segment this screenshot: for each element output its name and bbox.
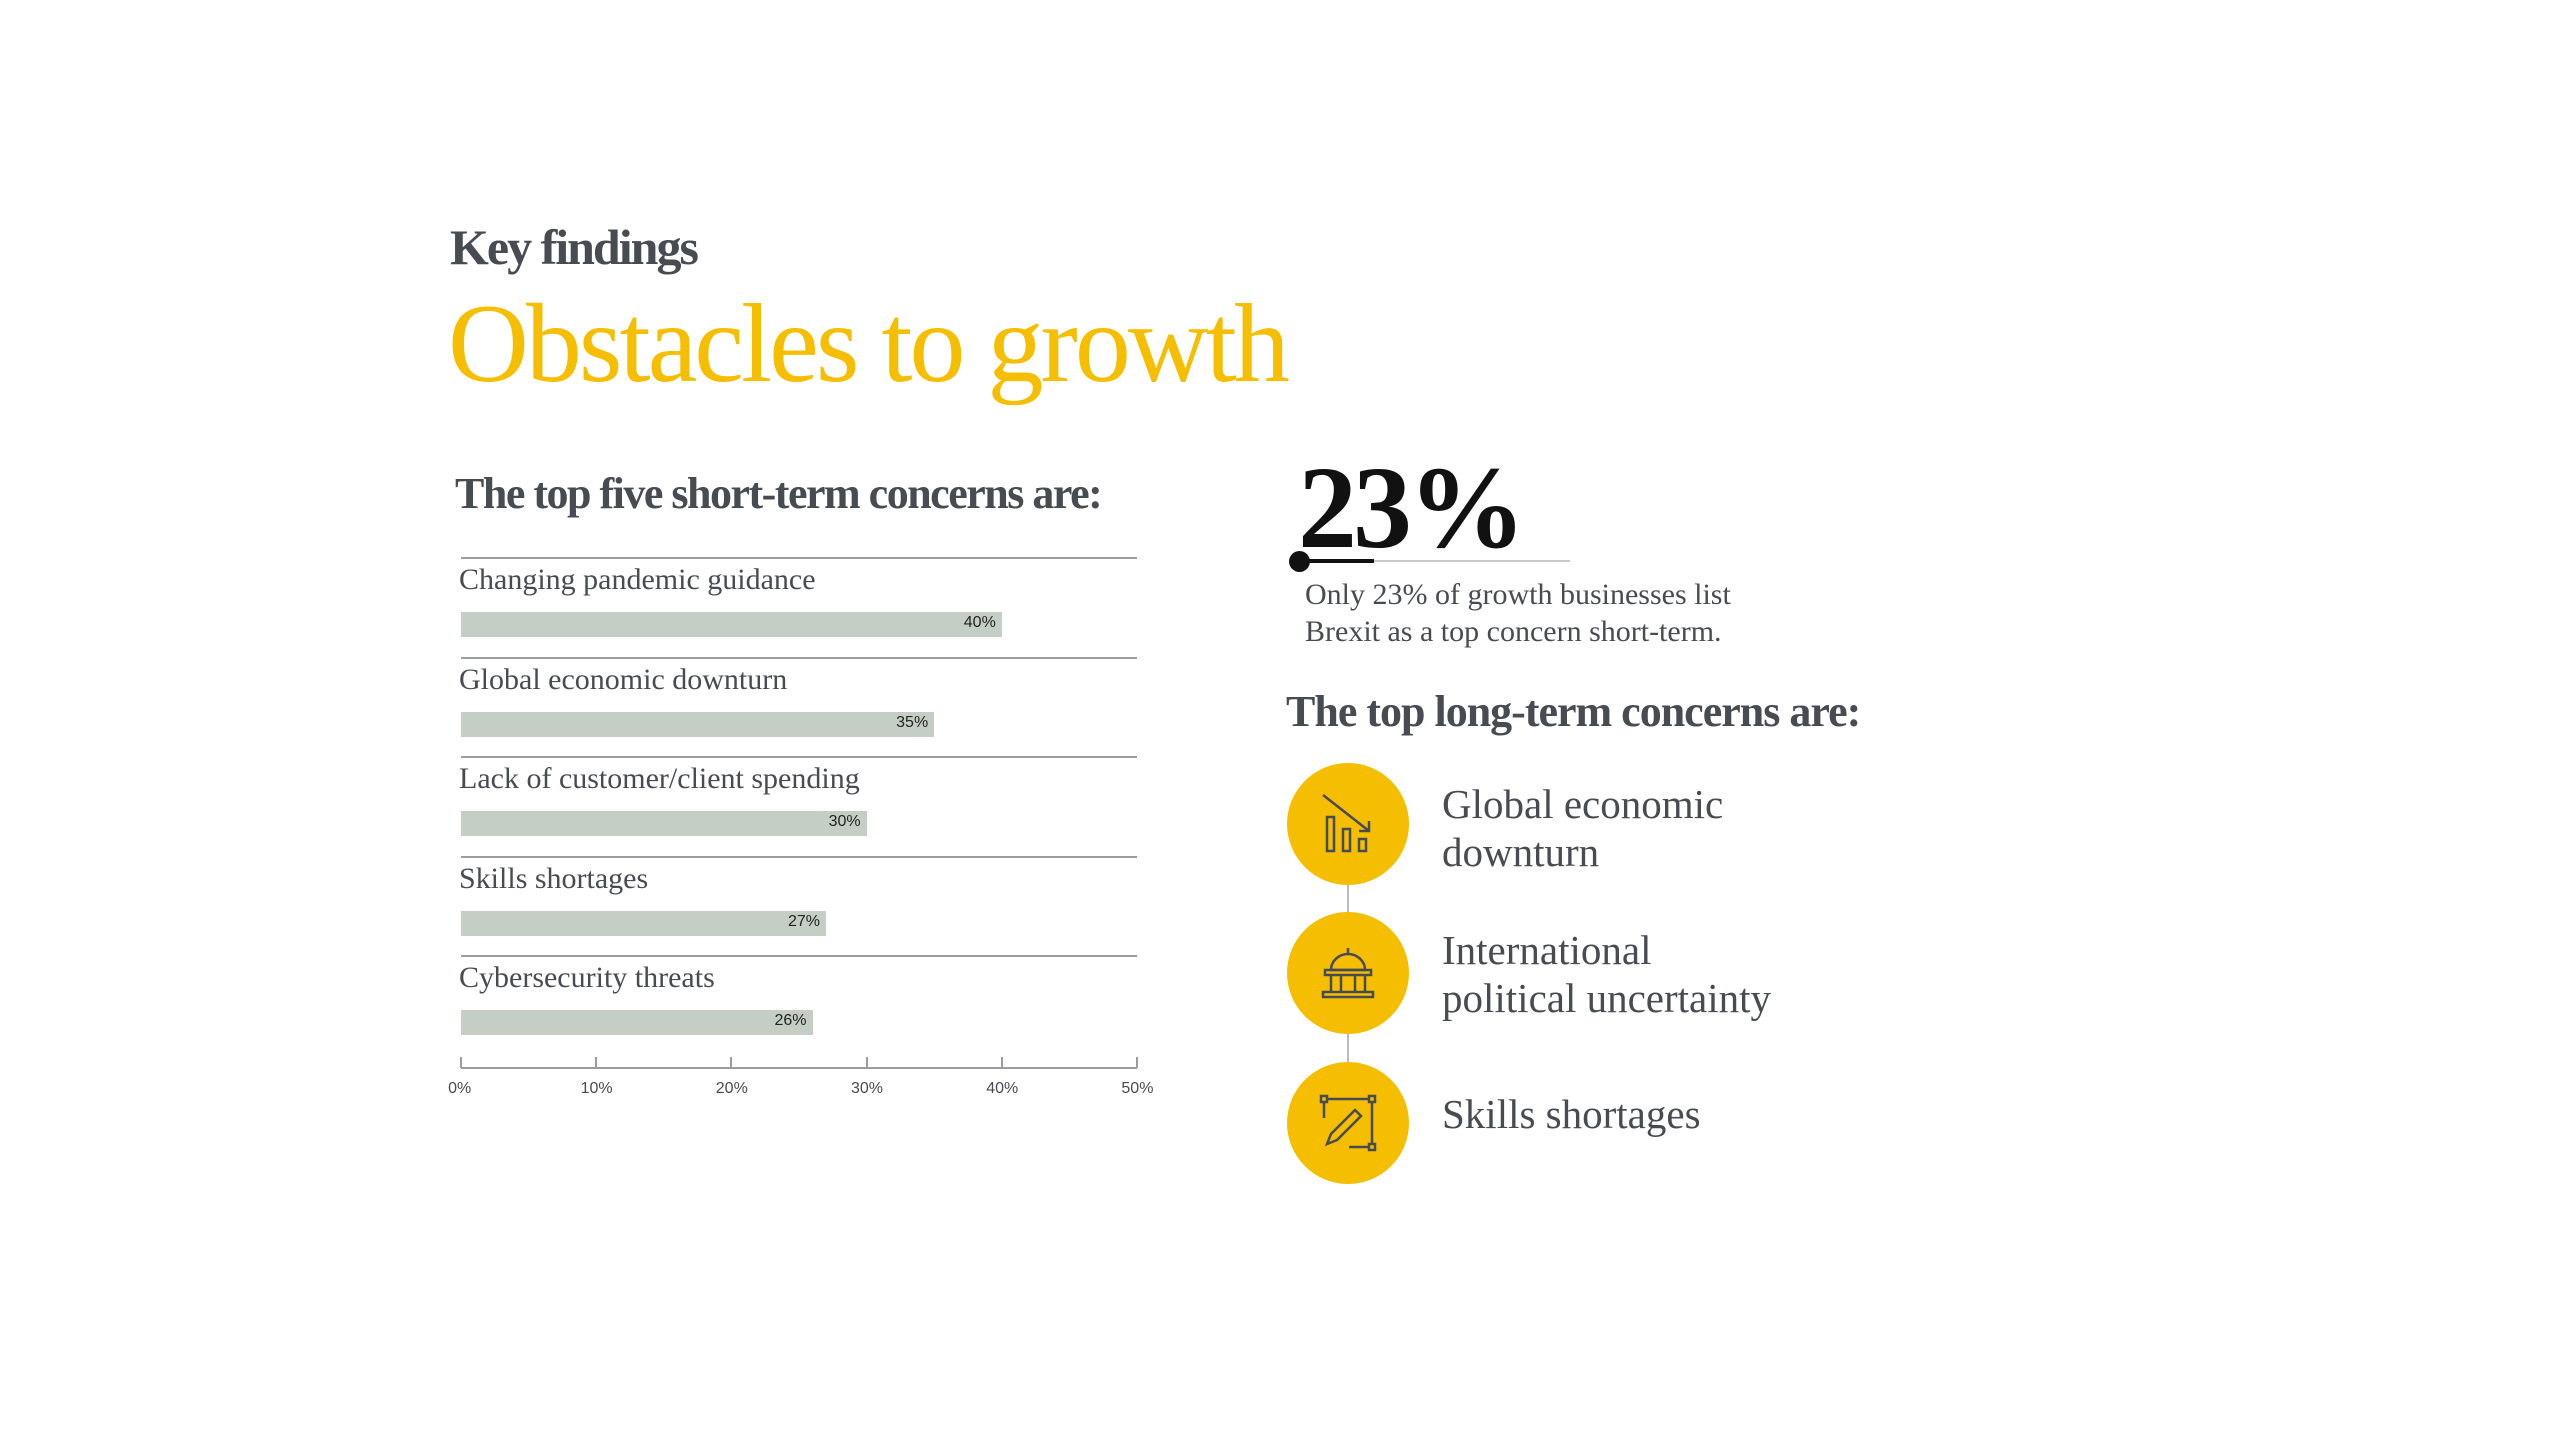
design-pencil-icon (1287, 1062, 1409, 1184)
row-divider (461, 955, 1137, 957)
row-divider (461, 855, 1137, 858)
bar: 35% (461, 711, 935, 737)
bar-value-label: 35% (896, 713, 929, 731)
bar: 27% (461, 910, 827, 936)
bar-category-label: Global economic downturn (459, 662, 788, 696)
row-divider (461, 557, 1137, 559)
long-term-heading: The top long-term concerns are: (1286, 687, 1861, 736)
x-tick (595, 1057, 598, 1068)
bar-category-label: Lack of customer/client spending (459, 762, 860, 795)
row-divider (461, 656, 1137, 659)
kicker: Key findings (450, 219, 699, 275)
stat-divider (1300, 560, 1570, 562)
bar-value-label: 30% (828, 813, 861, 830)
x-tick-label: 40% (986, 1080, 1019, 1097)
long-term-item-label: Skills shortages (1442, 1091, 1701, 1137)
bar: 40% (461, 612, 1002, 637)
x-tick-label: 0% (448, 1080, 472, 1097)
stat-description: Only 23% of growth businesses list Brexi… (1305, 578, 1731, 648)
x-tick-label: 20% (715, 1080, 748, 1097)
stat-divider-highlight (1300, 559, 1374, 563)
x-axis (461, 1067, 1137, 1069)
bar: 30% (461, 811, 867, 836)
x-tick-label: 30% (850, 1080, 884, 1097)
long-term-item-label: International political uncertainty (1442, 927, 1772, 1021)
x-tick (1000, 1057, 1003, 1068)
x-tick-label: 10% (580, 1080, 613, 1097)
chart-down-icon (1287, 763, 1409, 885)
stat-dot (1289, 551, 1310, 572)
x-tick (460, 1057, 462, 1068)
short-term-heading: The top five short-term concerns are: (455, 469, 1103, 518)
connector-line (1347, 1034, 1349, 1064)
x-tick (1136, 1057, 1138, 1068)
big-stat: 23% (1298, 442, 1526, 573)
x-tick-label: 50% (1121, 1080, 1154, 1097)
bar-category-label: Changing pandemic guidance (459, 563, 816, 596)
bar: 26% (461, 1010, 813, 1035)
bar-value-label: 27% (788, 912, 821, 930)
bar-value-label: 40% (963, 614, 996, 631)
page-title: Obstacles to growth (448, 282, 1290, 406)
bar-category-label: Skills shortages (459, 861, 649, 895)
government-building-icon (1287, 912, 1409, 1034)
row-divider (461, 756, 1137, 758)
bar-value-label: 26% (774, 1012, 807, 1029)
connector-line (1347, 885, 1349, 915)
bar-category-label: Cybersecurity threats (459, 961, 715, 994)
x-tick (865, 1057, 868, 1068)
long-term-item-label: Global economic downturn (1442, 781, 1724, 875)
x-tick (730, 1057, 733, 1068)
